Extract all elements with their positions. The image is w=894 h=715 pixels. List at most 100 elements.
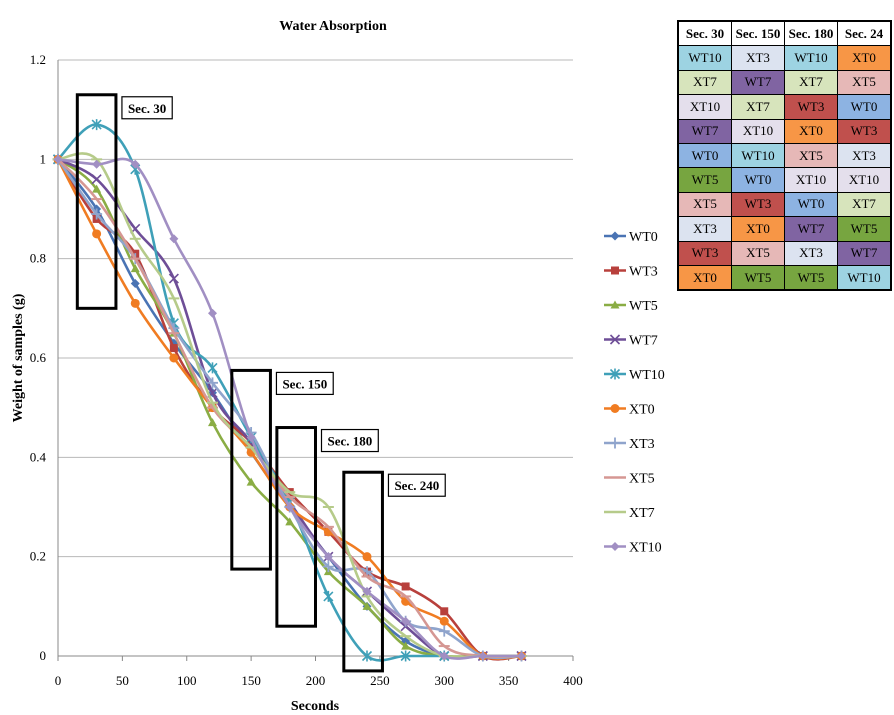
ranking-header-row: Sec. 30 Sec. 150 Sec. 180 Sec. 24 <box>677 20 892 47</box>
ranking-cell: XT0 <box>784 118 838 144</box>
ranking-cell: WT7 <box>784 216 838 242</box>
x-tick-label: 0 <box>55 673 62 688</box>
data-point <box>323 552 333 562</box>
series-layer <box>52 119 527 662</box>
legend-item-wt10: WT10 <box>604 368 665 383</box>
ranking-row: WT3 XT5 XT3 WT7 <box>677 240 892 266</box>
series-line <box>57 158 522 660</box>
data-point <box>208 308 217 318</box>
ranking-cell: XT0 <box>677 264 732 291</box>
data-point <box>91 208 103 220</box>
series-xt5 <box>52 158 527 659</box>
data-point <box>92 229 102 239</box>
y-axis-ticks: 0 0.2 0.4 0.6 0.8 1 1.2 <box>30 52 47 663</box>
ranking-header-cell: Sec. 150 <box>731 20 785 47</box>
ranking-cell: XT10 <box>731 118 785 144</box>
legend-item-xt3: XT3 <box>604 437 655 452</box>
series-line <box>56 158 522 660</box>
x-tick-label: 100 <box>177 673 197 688</box>
data-point <box>439 651 449 661</box>
ranking-cell: WT0 <box>677 142 732 169</box>
series-xt10 <box>53 154 526 661</box>
ranking-table: Sec. 30 Sec. 150 Sec. 180 Sec. 24 WT10 XT3 WT… <box>677 20 892 292</box>
annotation-text: Sec. 30 <box>128 101 166 116</box>
data-point <box>207 377 218 389</box>
x-tick-label: 50 <box>116 673 129 688</box>
data-point <box>517 651 526 661</box>
series-line <box>57 152 522 659</box>
series-xt7 <box>52 152 527 659</box>
ranking-cell: WT3 <box>731 191 785 218</box>
ranking-cell: WT3 <box>677 240 732 266</box>
legend-label: WT0 <box>629 230 658 245</box>
data-point <box>438 625 450 637</box>
series-line <box>56 158 522 661</box>
y-tick-label: 0.4 <box>30 449 47 464</box>
legend-item-wt3: WT3 <box>604 265 658 280</box>
series-line <box>56 158 522 660</box>
data-point <box>440 607 449 616</box>
annotation-label-frame <box>387 473 446 497</box>
legend-item-wt7: WT7 <box>604 334 658 349</box>
ranking-cell: WT7 <box>731 69 785 96</box>
legend-label: XT10 <box>629 541 662 556</box>
data-point <box>285 517 295 526</box>
legend-label: XT7 <box>629 506 655 521</box>
ranking-header-cell: Sec. 180 <box>784 20 838 47</box>
ranking-cell: XT3 <box>837 142 892 169</box>
data-point <box>130 159 140 169</box>
ranking-row: XT0 WT5 WT5 WT10 <box>677 264 892 291</box>
legend-marker <box>609 334 621 345</box>
data-point <box>92 159 102 169</box>
ranking-cell: XT7 <box>784 69 838 96</box>
y-tick-label: 0.6 <box>30 350 47 365</box>
annotation-text: Sec. 240 <box>394 478 439 493</box>
ranking-cell: XT10 <box>837 167 892 193</box>
annotation-label-frame <box>320 428 379 453</box>
annotation-label: Sec. 30 <box>121 96 173 120</box>
data-point <box>401 616 411 626</box>
annotation-rect <box>275 426 317 628</box>
data-point <box>401 582 410 591</box>
ranking-cell: WT10 <box>731 142 785 169</box>
data-point <box>285 502 295 512</box>
series-xt0 <box>53 154 526 661</box>
data-point <box>207 362 218 374</box>
legend-marker <box>610 404 620 413</box>
x-tick-label: 400 <box>563 673 583 688</box>
y-axis-label: Weight of samples (g) <box>11 293 26 422</box>
data-point <box>92 184 102 193</box>
ranking-cell: WT10 <box>784 45 838 71</box>
series-line <box>57 158 522 659</box>
ranking-row: XT3 XT0 WT7 WT5 <box>677 216 892 242</box>
y-tick-label: 1 <box>40 151 47 166</box>
legend-item-xt7: XT7 <box>604 506 655 521</box>
y-tick-label: 0.2 <box>30 549 46 564</box>
ranking-row: XT10 XT7 WT3 WT0 <box>677 94 892 120</box>
ranking-row: XT5 WT3 WT0 XT7 <box>677 191 892 218</box>
legend-item-wt5: WT5 <box>604 299 658 314</box>
ranking-cell: WT7 <box>677 118 732 144</box>
annotation-label: Sec. 240 <box>387 473 446 497</box>
annotation-text: Sec. 150 <box>282 376 327 391</box>
annotation-box: Sec. 150 <box>230 368 334 571</box>
x-axis-ticks: 0 50 100 150 200 250 300 350 400 <box>55 656 583 688</box>
series-line <box>57 157 522 660</box>
series-line <box>56 158 522 659</box>
ranking-header-cell: Sec. 24 <box>837 20 892 47</box>
ranking-cell: XT7 <box>677 69 732 96</box>
annotation-box: Sec. 240 <box>342 470 446 673</box>
ranking-cell: WT10 <box>677 45 732 71</box>
data-point <box>169 353 179 363</box>
legend-marker <box>610 231 620 241</box>
ranking-cell: XT7 <box>731 94 785 120</box>
legend-item-xt10: XT10 <box>604 541 662 556</box>
data-point <box>246 477 256 486</box>
legend-label: XT5 <box>629 472 655 487</box>
ranking-cell: XT10 <box>677 94 732 120</box>
legend-marker <box>609 437 621 449</box>
series-wt7 <box>52 154 527 662</box>
annotation-label: Sec. 180 <box>320 428 379 453</box>
data-point <box>362 601 372 610</box>
ranking-cell: WT5 <box>731 264 785 291</box>
